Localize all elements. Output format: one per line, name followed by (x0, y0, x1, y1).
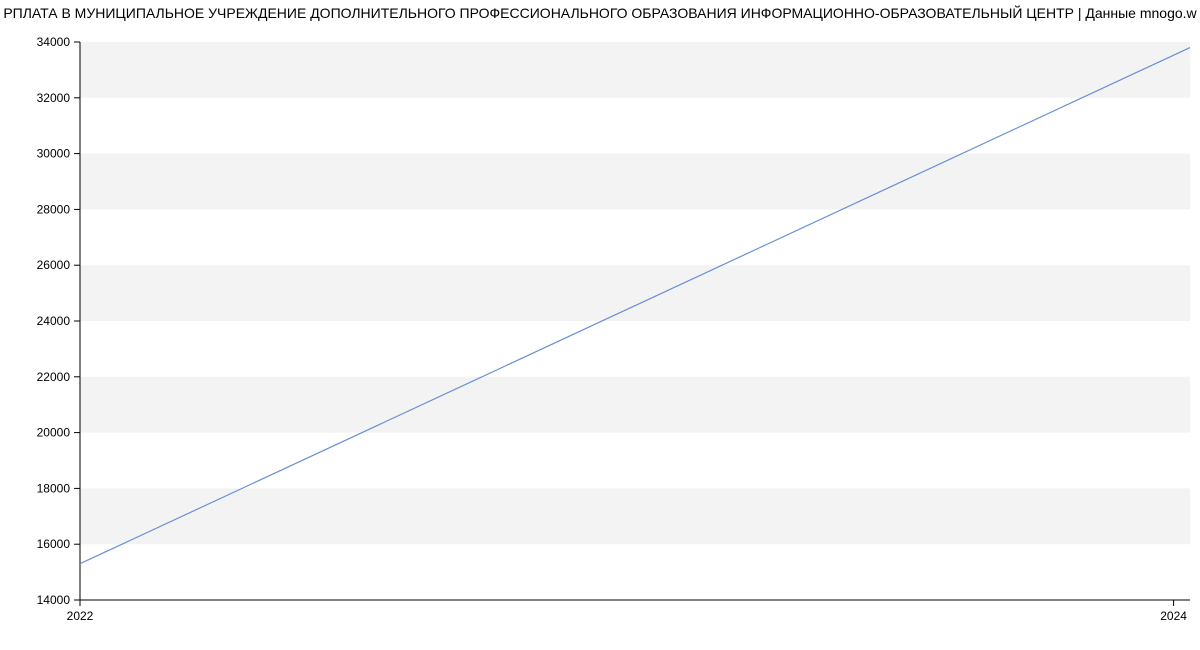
chart-svg: 14000 16000 18000 20000 22000 24000 26000 28000… (0, 0, 1200, 650)
y-tick-label: 20000 (37, 426, 71, 440)
y-tick-label: 22000 (37, 370, 71, 384)
y-tick-label: 26000 (37, 258, 71, 272)
grid-band (80, 377, 1190, 433)
y-tick-label: 28000 (37, 202, 71, 216)
grid-band (80, 154, 1190, 210)
grid-band (80, 488, 1190, 544)
line-chart: 14000 16000 18000 20000 22000 24000 26000 28000… (0, 0, 1200, 650)
y-tick-label: 16000 (37, 537, 71, 551)
y-tick-label: 18000 (37, 481, 71, 495)
grid-band (80, 265, 1190, 321)
grid-band (80, 42, 1190, 98)
y-tick-label: 24000 (37, 314, 71, 328)
x-tick-label: 2022 (67, 609, 94, 623)
y-tick-label: 32000 (37, 91, 71, 105)
chart-title: РПЛАТА В МУНИЦИПАЛЬНОЕ УЧРЕЖДЕНИЕ ДОПОЛН… (3, 4, 1197, 21)
x-tick-label: 2024 (1160, 609, 1187, 623)
y-tick-label: 34000 (37, 35, 71, 49)
y-tick-label: 14000 (37, 593, 71, 607)
y-tick-label: 30000 (37, 147, 71, 161)
